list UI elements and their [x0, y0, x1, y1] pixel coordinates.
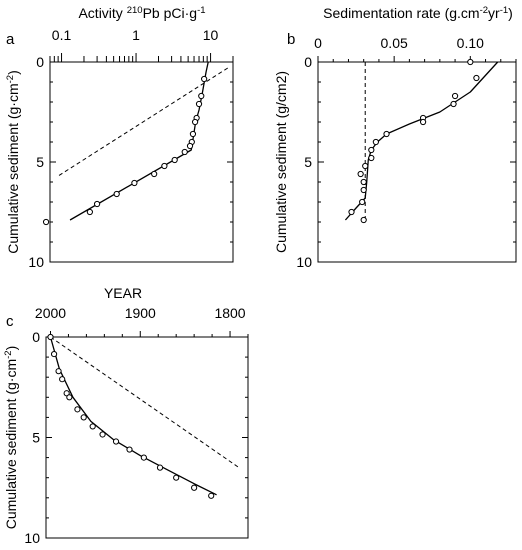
x-tick-label: 0.1	[52, 27, 72, 43]
y-tick-label: 10	[24, 530, 40, 546]
y-tick-label: 0	[36, 54, 44, 70]
data-point	[47, 333, 54, 341]
data-point	[360, 178, 367, 186]
panel-c: c 2000 1900 1800 0 5 10 YEAR Cumulative sediment…	[3, 285, 249, 546]
data-point	[189, 130, 197, 138]
fit-line	[49, 336, 217, 496]
y-tick-label: 0	[32, 329, 40, 345]
y-axis-label: Cumulative sediment (g·cm-2)	[5, 70, 22, 254]
data-point	[419, 118, 427, 126]
data-point	[368, 154, 375, 162]
dashed-reference-line	[50, 336, 240, 469]
y-tick-label: 5	[304, 154, 312, 170]
x-tick-label: 0.10	[457, 35, 484, 51]
dashed-reference-line	[57, 67, 229, 177]
data-point	[126, 446, 133, 453]
data-point	[80, 414, 87, 421]
data-point	[383, 130, 390, 138]
plot-frame	[49, 61, 234, 263]
data-point	[171, 156, 178, 164]
data-point	[360, 186, 367, 194]
data-point	[191, 118, 199, 126]
x-tick-label: 1800	[214, 305, 245, 321]
x-tick-label: 0	[314, 35, 322, 51]
data-point	[173, 474, 180, 481]
x-tick-label: 0.05	[381, 35, 408, 51]
data-point	[467, 58, 474, 66]
data-point	[112, 438, 120, 445]
data-point	[140, 454, 147, 461]
data-point	[357, 170, 364, 178]
data-point	[359, 198, 366, 206]
data-point	[191, 484, 198, 491]
x-tick-label: 1	[132, 27, 140, 43]
y-tick-label: 5	[32, 430, 40, 446]
data-point	[59, 376, 66, 383]
data-point	[348, 208, 355, 216]
plot-frame	[317, 61, 517, 263]
data-point	[93, 200, 101, 208]
data-point	[99, 431, 106, 438]
data-point	[362, 162, 369, 170]
y-axis-label: Cumulative sediment (g·cm-2)	[3, 346, 20, 530]
data-point	[156, 464, 164, 471]
y-tick-label: 10	[28, 254, 44, 270]
x-tick-label: 2000	[35, 305, 66, 321]
y-tick-label: 10	[296, 254, 312, 270]
x-axis-label: Activity 210Pb pCi·g-1	[78, 5, 205, 22]
fit-line	[69, 61, 209, 221]
data-point	[195, 100, 203, 108]
data-point	[42, 218, 50, 226]
y-tick-label: 0	[304, 54, 312, 70]
panel-letter-b: b	[287, 31, 295, 48]
data-point	[131, 179, 138, 187]
x-axis-label: Sedimentation rate (g.cm-2yr-1)	[323, 5, 513, 22]
x-axis-label: YEAR	[104, 285, 142, 301]
data-point	[360, 216, 367, 224]
data-point	[372, 138, 379, 146]
data-point	[86, 208, 93, 216]
x-tick-label: 1900	[125, 305, 156, 321]
data-point	[89, 423, 96, 430]
data-point	[473, 74, 480, 82]
data-point	[74, 406, 81, 413]
y-tick-label: 5	[36, 154, 44, 170]
data-point	[55, 368, 62, 375]
data-point	[186, 142, 194, 150]
data-point	[181, 148, 188, 156]
data-point	[208, 492, 215, 499]
data-point	[368, 146, 375, 154]
data-point	[161, 162, 168, 170]
data-point	[151, 170, 158, 178]
data-point	[113, 190, 120, 198]
data-point	[66, 394, 73, 401]
data-point	[198, 92, 205, 100]
data-point	[50, 350, 58, 358]
x-tick-label: 10	[203, 27, 219, 43]
data-point	[451, 92, 459, 100]
panel-letter-a: a	[6, 31, 15, 48]
panel-letter-c: c	[6, 313, 14, 330]
data-point	[201, 75, 208, 83]
panel-a: a 0.1 1 10 0 5 10 Activity 210Pb pCi·g-1 Cumulat…	[5, 5, 234, 270]
plot-frame	[45, 336, 249, 539]
y-axis-label: Cumulative sediment (g/cm2)	[273, 71, 289, 253]
fit-line	[344, 61, 499, 221]
data-point	[450, 100, 457, 108]
